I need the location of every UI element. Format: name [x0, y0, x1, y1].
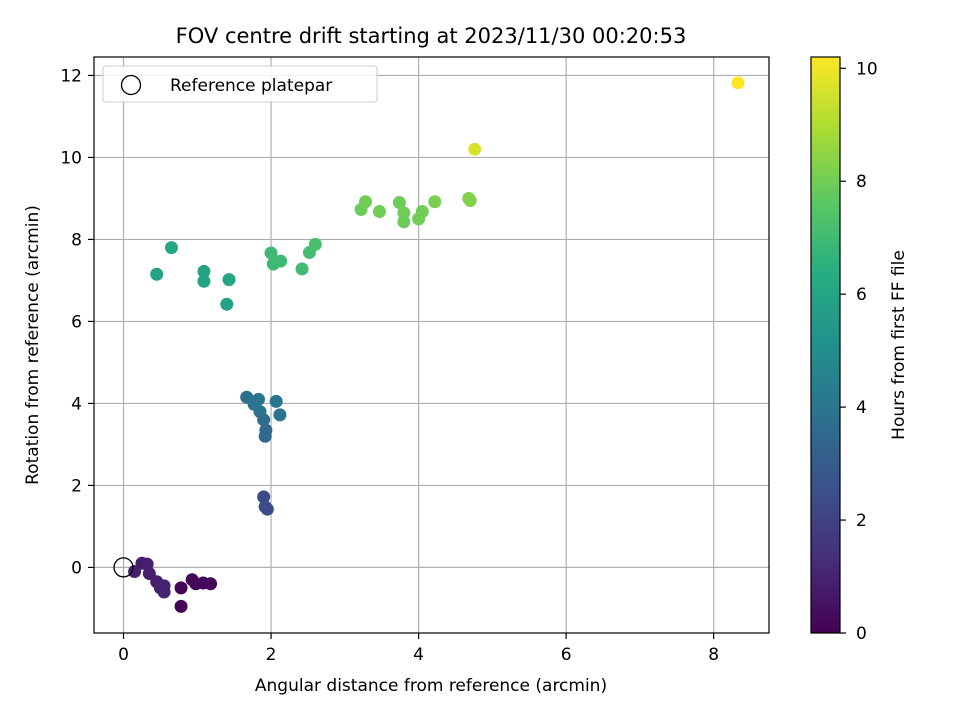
data-point	[468, 142, 482, 156]
data-point	[174, 599, 188, 613]
y-tick-label: 4	[71, 394, 82, 414]
data-point	[150, 267, 164, 281]
y-axis-ticks: 0 2 4 6 8 10 12	[60, 66, 94, 578]
data-point	[220, 297, 234, 311]
data-point	[258, 429, 272, 443]
x-tick-label: 8	[708, 645, 719, 665]
data-point	[415, 205, 429, 219]
legend-box	[102, 65, 378, 103]
data-point	[197, 264, 211, 278]
reference-platepar-marker	[113, 557, 134, 578]
x-tick-label: 6	[561, 645, 572, 665]
data-point	[157, 579, 171, 593]
x-axis-label: Angular distance from reference (arcmin)	[255, 676, 607, 696]
colorbar-label: Hours from first FF file	[889, 250, 909, 440]
y-tick-label: 10	[60, 148, 82, 168]
data-point	[731, 76, 745, 90]
data-point	[308, 237, 322, 251]
data-point	[174, 581, 188, 595]
y-tick-label: 6	[71, 312, 82, 332]
grid-lines	[94, 57, 769, 633]
data-point	[269, 394, 283, 408]
data-point	[257, 490, 271, 504]
chart-title: FOV centre drift starting at 2023/11/30 …	[176, 24, 687, 48]
y-tick-label: 8	[71, 230, 82, 250]
y-tick-label: 12	[60, 66, 82, 86]
data-point	[257, 413, 271, 427]
data-point	[222, 273, 236, 287]
data-point	[197, 274, 211, 288]
x-tick-label: 0	[118, 645, 129, 665]
y-tick-label: 0	[71, 558, 82, 578]
data-point	[428, 195, 442, 209]
data-points	[113, 76, 745, 613]
colorbar-fill	[810, 56, 841, 634]
data-point	[397, 206, 411, 220]
data-point	[164, 241, 178, 255]
data-point	[274, 254, 288, 268]
data-point	[252, 392, 266, 406]
colorbar: 0 2 4 6 8 10 Hours from first FF file	[810, 56, 909, 644]
data-point	[273, 408, 287, 422]
x-axis-ticks: 0 2 4 6 8	[118, 633, 719, 665]
y-tick-label: 2	[71, 476, 82, 496]
colorbar-tick-label: 4	[856, 398, 867, 418]
legend: Reference platepar	[102, 65, 378, 103]
colorbar-ticks: 0 2 4 6 8 10	[840, 59, 878, 644]
data-point	[463, 193, 477, 207]
data-point	[372, 205, 386, 219]
colorbar-tick-label: 6	[856, 285, 867, 305]
colorbar-tick-label: 0	[856, 624, 867, 644]
data-point	[260, 502, 274, 516]
legend-label: Reference platepar	[170, 76, 332, 96]
colorbar-tick-label: 2	[856, 511, 867, 531]
colorbar-tick-label: 10	[856, 59, 878, 79]
x-tick-label: 4	[413, 645, 424, 665]
x-tick-label: 2	[266, 645, 277, 665]
legend-open-circle-icon	[120, 74, 142, 96]
data-point	[264, 246, 278, 260]
plot-frame	[93, 56, 770, 634]
data-point	[204, 577, 218, 591]
data-point	[392, 196, 406, 210]
y-axis-label: Rotation from reference (arcmin)	[23, 205, 43, 485]
data-point	[358, 195, 372, 209]
data-point	[397, 215, 411, 229]
data-point	[295, 262, 309, 276]
colorbar-tick-label: 8	[856, 172, 867, 192]
